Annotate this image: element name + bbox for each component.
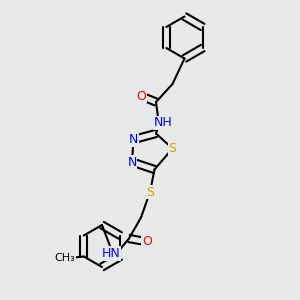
Text: S: S	[169, 142, 176, 155]
Text: N: N	[127, 155, 137, 169]
Text: NH: NH	[154, 116, 173, 130]
Text: N: N	[129, 133, 138, 146]
Text: S: S	[146, 185, 154, 199]
Text: CH₃: CH₃	[55, 253, 75, 263]
Text: HN: HN	[102, 247, 120, 260]
Text: O: O	[142, 235, 152, 248]
Text: O: O	[136, 89, 146, 103]
